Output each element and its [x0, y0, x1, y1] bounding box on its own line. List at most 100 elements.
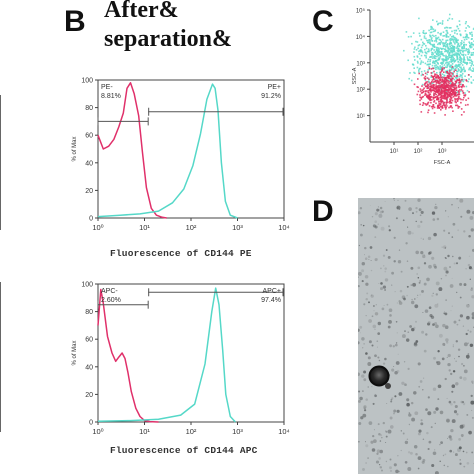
event-dot	[433, 40, 436, 42]
speckle	[472, 382, 474, 384]
speckle	[471, 295, 474, 299]
event-dot	[456, 41, 459, 44]
speckle	[398, 392, 403, 396]
speckle	[454, 404, 458, 409]
event-dot	[440, 97, 443, 100]
speckle	[395, 217, 398, 220]
event-dot	[435, 96, 437, 98]
event-dot	[444, 80, 447, 83]
event-dot	[452, 90, 454, 92]
event-dot	[445, 54, 447, 57]
speckle	[395, 342, 398, 344]
speckle	[379, 449, 384, 454]
speckle	[442, 454, 445, 457]
event-dot	[471, 52, 473, 54]
speckle	[373, 429, 375, 431]
speckle	[374, 236, 377, 239]
event-dot	[434, 80, 437, 83]
speckle	[415, 340, 419, 343]
event-dot	[420, 111, 423, 113]
event-dot	[443, 71, 445, 73]
speckle	[405, 338, 410, 342]
event-dot	[443, 55, 445, 57]
speckle	[363, 370, 367, 374]
event-dot	[429, 63, 431, 65]
event-dot	[429, 95, 431, 98]
event-dot	[437, 99, 440, 101]
event-dot	[434, 65, 436, 67]
speckle	[434, 322, 438, 325]
event-dot	[416, 66, 419, 69]
event-dot	[409, 72, 411, 74]
speckle	[419, 280, 421, 282]
event-dot	[428, 63, 431, 66]
event-dot	[457, 79, 460, 81]
speckle	[365, 352, 368, 355]
speckle	[415, 250, 419, 255]
event-dot	[427, 89, 430, 92]
speckle	[420, 210, 424, 214]
speckle	[358, 399, 361, 403]
event-dot	[448, 52, 451, 54]
event-dot	[469, 42, 471, 45]
event-dot	[444, 58, 447, 60]
event-dot	[462, 66, 465, 69]
speckle	[449, 437, 453, 441]
speckle	[449, 266, 451, 268]
event-dot	[437, 59, 439, 61]
event-dot	[417, 90, 420, 93]
event-dot	[447, 50, 450, 53]
event-dot	[465, 85, 468, 88]
event-dot	[441, 78, 444, 81]
event-dot	[460, 42, 462, 44]
event-dot	[458, 86, 460, 89]
event-dot	[460, 34, 462, 37]
x-tick-label: 10⁴	[278, 427, 290, 436]
event-dot	[448, 72, 450, 74]
event-dot	[411, 42, 413, 45]
extracellular-vesicle	[368, 365, 390, 387]
event-dot	[442, 42, 444, 44]
y-tick-label: 10¹	[356, 114, 365, 120]
event-dot	[424, 48, 426, 51]
event-dot	[427, 101, 430, 104]
speckle	[364, 441, 367, 443]
speckle	[371, 448, 376, 452]
event-dot	[452, 36, 454, 38]
speckle	[412, 282, 417, 287]
speckle	[406, 398, 410, 402]
event-dot	[440, 98, 442, 101]
speckle	[380, 287, 383, 291]
event-dot	[440, 34, 442, 36]
event-dot	[456, 64, 458, 67]
event-dot	[427, 87, 430, 89]
event-dot	[442, 31, 445, 33]
event-dot	[446, 76, 448, 79]
speckle	[456, 291, 458, 294]
speckle	[383, 304, 385, 306]
event-dot	[432, 84, 435, 86]
event-dot	[439, 71, 442, 73]
event-dot	[440, 41, 442, 44]
event-dot	[456, 49, 459, 52]
speckle	[380, 226, 385, 231]
event-dot	[437, 63, 439, 65]
speckle	[383, 265, 385, 267]
event-dot	[458, 63, 460, 66]
event-dot	[463, 85, 465, 88]
event-dot	[436, 107, 439, 109]
event-dot	[414, 59, 416, 61]
event-dot	[450, 66, 453, 69]
event-dot	[430, 86, 433, 88]
event-dot	[447, 94, 449, 97]
event-dot	[455, 29, 458, 32]
event-dot	[445, 86, 448, 89]
event-dot	[441, 69, 443, 71]
event-dot	[434, 73, 437, 76]
event-dot	[447, 49, 450, 51]
event-dot	[439, 73, 442, 75]
event-dot	[451, 85, 453, 88]
speckle	[378, 463, 381, 466]
speckle	[369, 205, 371, 206]
event-dot	[429, 40, 431, 42]
